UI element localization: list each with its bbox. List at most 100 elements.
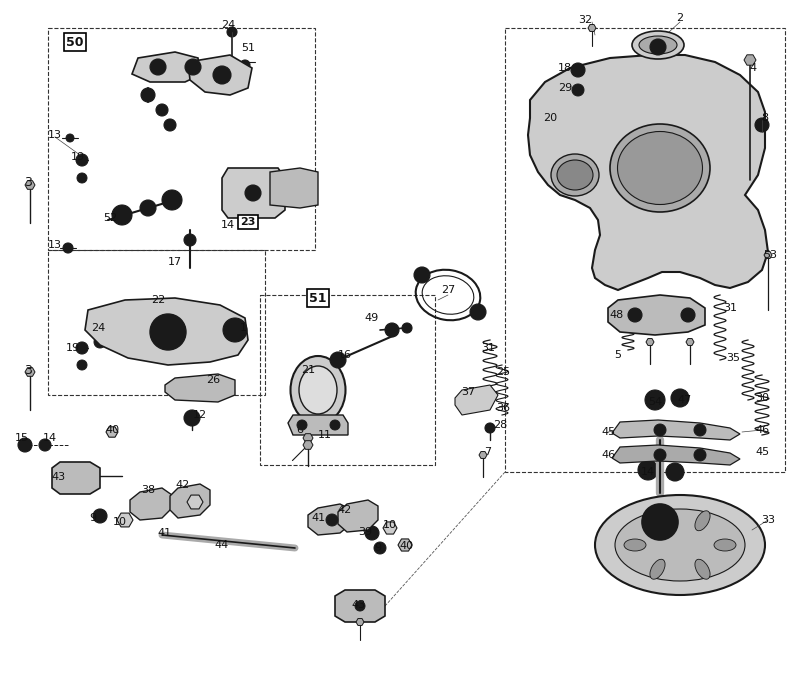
Circle shape (167, 195, 177, 205)
Circle shape (642, 504, 678, 540)
Circle shape (681, 308, 695, 322)
Circle shape (77, 173, 87, 183)
Polygon shape (335, 590, 385, 622)
Polygon shape (106, 427, 118, 437)
Text: 45: 45 (601, 427, 615, 437)
Circle shape (638, 460, 658, 480)
Text: 22: 22 (151, 295, 165, 305)
Polygon shape (303, 441, 313, 450)
Polygon shape (764, 251, 772, 258)
Circle shape (755, 118, 769, 132)
Text: 14: 14 (43, 433, 57, 443)
Ellipse shape (624, 539, 646, 551)
Text: 37: 37 (461, 387, 475, 397)
Text: 19: 19 (66, 343, 80, 353)
Text: 3: 3 (24, 364, 32, 377)
Circle shape (374, 542, 386, 554)
Text: 45: 45 (755, 447, 769, 457)
Circle shape (666, 463, 684, 481)
Polygon shape (188, 55, 252, 95)
Text: 51: 51 (241, 43, 255, 53)
Text: 28: 28 (493, 420, 507, 430)
Text: 14: 14 (641, 467, 655, 477)
Text: 46: 46 (755, 425, 769, 435)
Polygon shape (187, 495, 203, 509)
Text: 23: 23 (240, 217, 256, 227)
Ellipse shape (639, 36, 677, 54)
Ellipse shape (618, 132, 702, 205)
Polygon shape (25, 180, 35, 189)
Circle shape (572, 84, 584, 96)
Circle shape (156, 104, 168, 116)
Text: 9: 9 (90, 513, 97, 523)
Ellipse shape (650, 511, 665, 531)
Ellipse shape (615, 509, 745, 581)
Circle shape (470, 304, 486, 320)
Text: 35: 35 (726, 353, 740, 363)
Circle shape (150, 59, 166, 75)
Ellipse shape (551, 154, 599, 196)
Bar (48, 250, 265, 395)
Polygon shape (588, 24, 596, 32)
Circle shape (330, 352, 346, 368)
Circle shape (365, 526, 379, 540)
Circle shape (39, 439, 51, 451)
Text: 16: 16 (338, 350, 352, 360)
Circle shape (671, 389, 689, 407)
Ellipse shape (290, 356, 346, 424)
Text: 5: 5 (614, 350, 622, 360)
Bar (260, 295, 435, 465)
Text: 10: 10 (383, 520, 397, 530)
Polygon shape (608, 295, 705, 335)
Circle shape (654, 424, 666, 436)
Text: 47: 47 (678, 395, 692, 405)
Text: 9: 9 (374, 543, 382, 553)
Polygon shape (25, 368, 35, 377)
Circle shape (229, 324, 241, 336)
Text: 51: 51 (310, 291, 326, 304)
Text: 8: 8 (762, 113, 769, 123)
Circle shape (245, 185, 261, 201)
Circle shape (112, 205, 132, 225)
Polygon shape (132, 52, 200, 82)
Text: 2: 2 (677, 13, 683, 23)
Circle shape (571, 63, 585, 77)
Circle shape (227, 27, 237, 37)
Ellipse shape (650, 559, 665, 579)
Text: 24: 24 (91, 323, 105, 333)
Ellipse shape (695, 511, 710, 531)
Polygon shape (85, 298, 248, 365)
Circle shape (94, 336, 106, 348)
Circle shape (297, 420, 307, 430)
Text: 24: 24 (221, 20, 235, 30)
Circle shape (159, 323, 177, 341)
Circle shape (93, 509, 107, 523)
Polygon shape (52, 462, 100, 494)
Circle shape (76, 342, 88, 354)
Text: 13: 13 (48, 130, 62, 140)
Text: 15: 15 (15, 433, 29, 443)
Text: 36: 36 (496, 403, 510, 413)
Ellipse shape (610, 124, 710, 212)
Polygon shape (479, 452, 487, 458)
Circle shape (146, 500, 158, 512)
Bar (48, 28, 315, 250)
Text: 40: 40 (400, 541, 414, 551)
Circle shape (144, 204, 152, 212)
Text: 14: 14 (221, 220, 235, 230)
Text: 33: 33 (761, 515, 775, 525)
Circle shape (141, 88, 155, 102)
Polygon shape (528, 55, 768, 290)
Ellipse shape (714, 539, 736, 551)
Text: 18: 18 (558, 63, 572, 73)
Text: 44: 44 (215, 540, 229, 550)
Circle shape (189, 63, 197, 71)
Circle shape (164, 119, 176, 131)
Text: 43: 43 (51, 472, 65, 482)
Text: 42: 42 (338, 505, 352, 515)
Text: 7: 7 (485, 447, 491, 457)
Circle shape (218, 71, 226, 79)
Circle shape (185, 59, 201, 75)
Ellipse shape (557, 160, 593, 190)
Circle shape (385, 323, 399, 337)
